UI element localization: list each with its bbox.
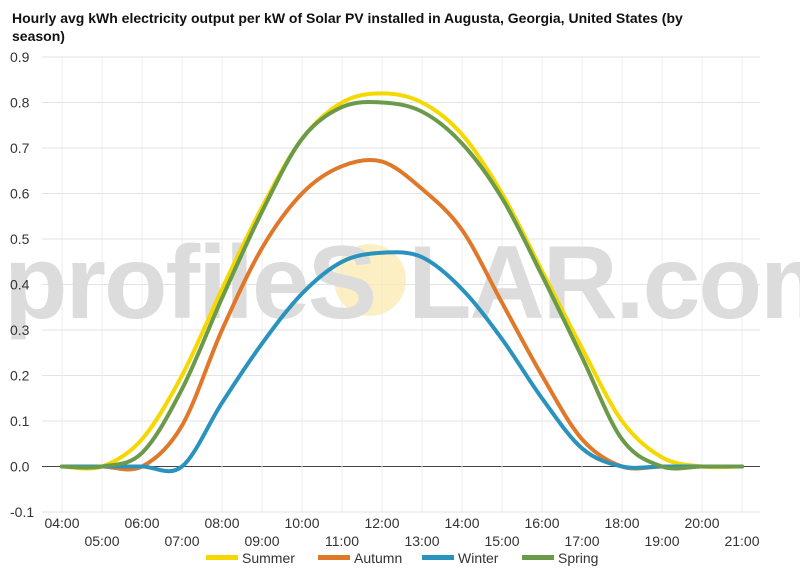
series-line-summer [60,91,744,471]
x-tick-label: 05:00 [84,533,119,549]
legend-swatch-autumn [318,555,350,560]
y-tick-label: 0.8 [10,95,30,111]
watermark-left-text: profileS [4,225,375,341]
y-tick-label: 0.5 [10,231,30,247]
x-tick-label: 06:00 [124,515,159,531]
x-tick-label: 17:00 [564,533,599,549]
legend: Summer Autumn Winter Spring [206,550,598,566]
y-tick-label: 0.3 [10,322,30,338]
y-tick-label: 0.7 [10,140,30,156]
y-tick-label: 0.6 [10,186,30,202]
legend-label-autumn: Autumn [354,550,402,566]
chart-title: Hourly avg kWh electricity output per kW… [12,10,683,44]
series-lines [60,91,744,474]
legend-label-summer: Summer [242,550,295,566]
y-tick-label: 0.1 [10,413,30,429]
legend-label-spring: Spring [558,550,598,566]
x-tick-label: 07:00 [164,533,199,549]
y-tick-label: 0.4 [10,277,30,293]
y-tick-label: 0.2 [10,368,30,384]
watermark: profileS LAR.com [4,225,800,341]
y-tick-label: 0.0 [10,459,30,475]
legend-swatch-summer [206,555,238,560]
watermark-sun [334,244,406,316]
x-tick-label: 04:00 [44,515,79,531]
x-tick-label: 08:00 [204,515,239,531]
legend-label-winter: Winter [458,550,499,566]
x-tick-label: 09:00 [244,533,279,549]
x-tick-label: 21:00 [724,533,759,549]
series-line-winter [60,250,744,474]
legend-swatch-spring [522,555,554,560]
x-tick-label: 16:00 [524,515,559,531]
legend-swatch-winter [422,555,454,560]
x-axis-ticks: 04:00 05:00 06:00 07:00 08:00 09:00 10:00 11:00… [44,515,759,549]
x-tick-label: 18:00 [604,515,639,531]
y-tick-label: 0.9 [10,49,30,65]
watermark-right-text: LAR.com [408,225,800,341]
x-tick-label: 20:00 [684,515,719,531]
x-tick-label: 11:00 [325,533,359,549]
x-tick-label: 12:00 [364,515,399,531]
y-axis-ticks: 0.9 0.8 0.7 0.6 0.5 0.4 0.3 0.2 0.1 0.0 -0.1 [10,49,34,520]
x-tick-label: 10:00 [284,515,319,531]
x-tick-label: 19:00 [644,533,679,549]
y-tick-label: -0.1 [10,504,34,520]
x-tick-label: 13:00 [404,533,439,549]
series-line-spring [60,99,744,471]
x-tick-label: 14:00 [444,515,479,531]
x-tick-label: 15:00 [484,533,519,549]
